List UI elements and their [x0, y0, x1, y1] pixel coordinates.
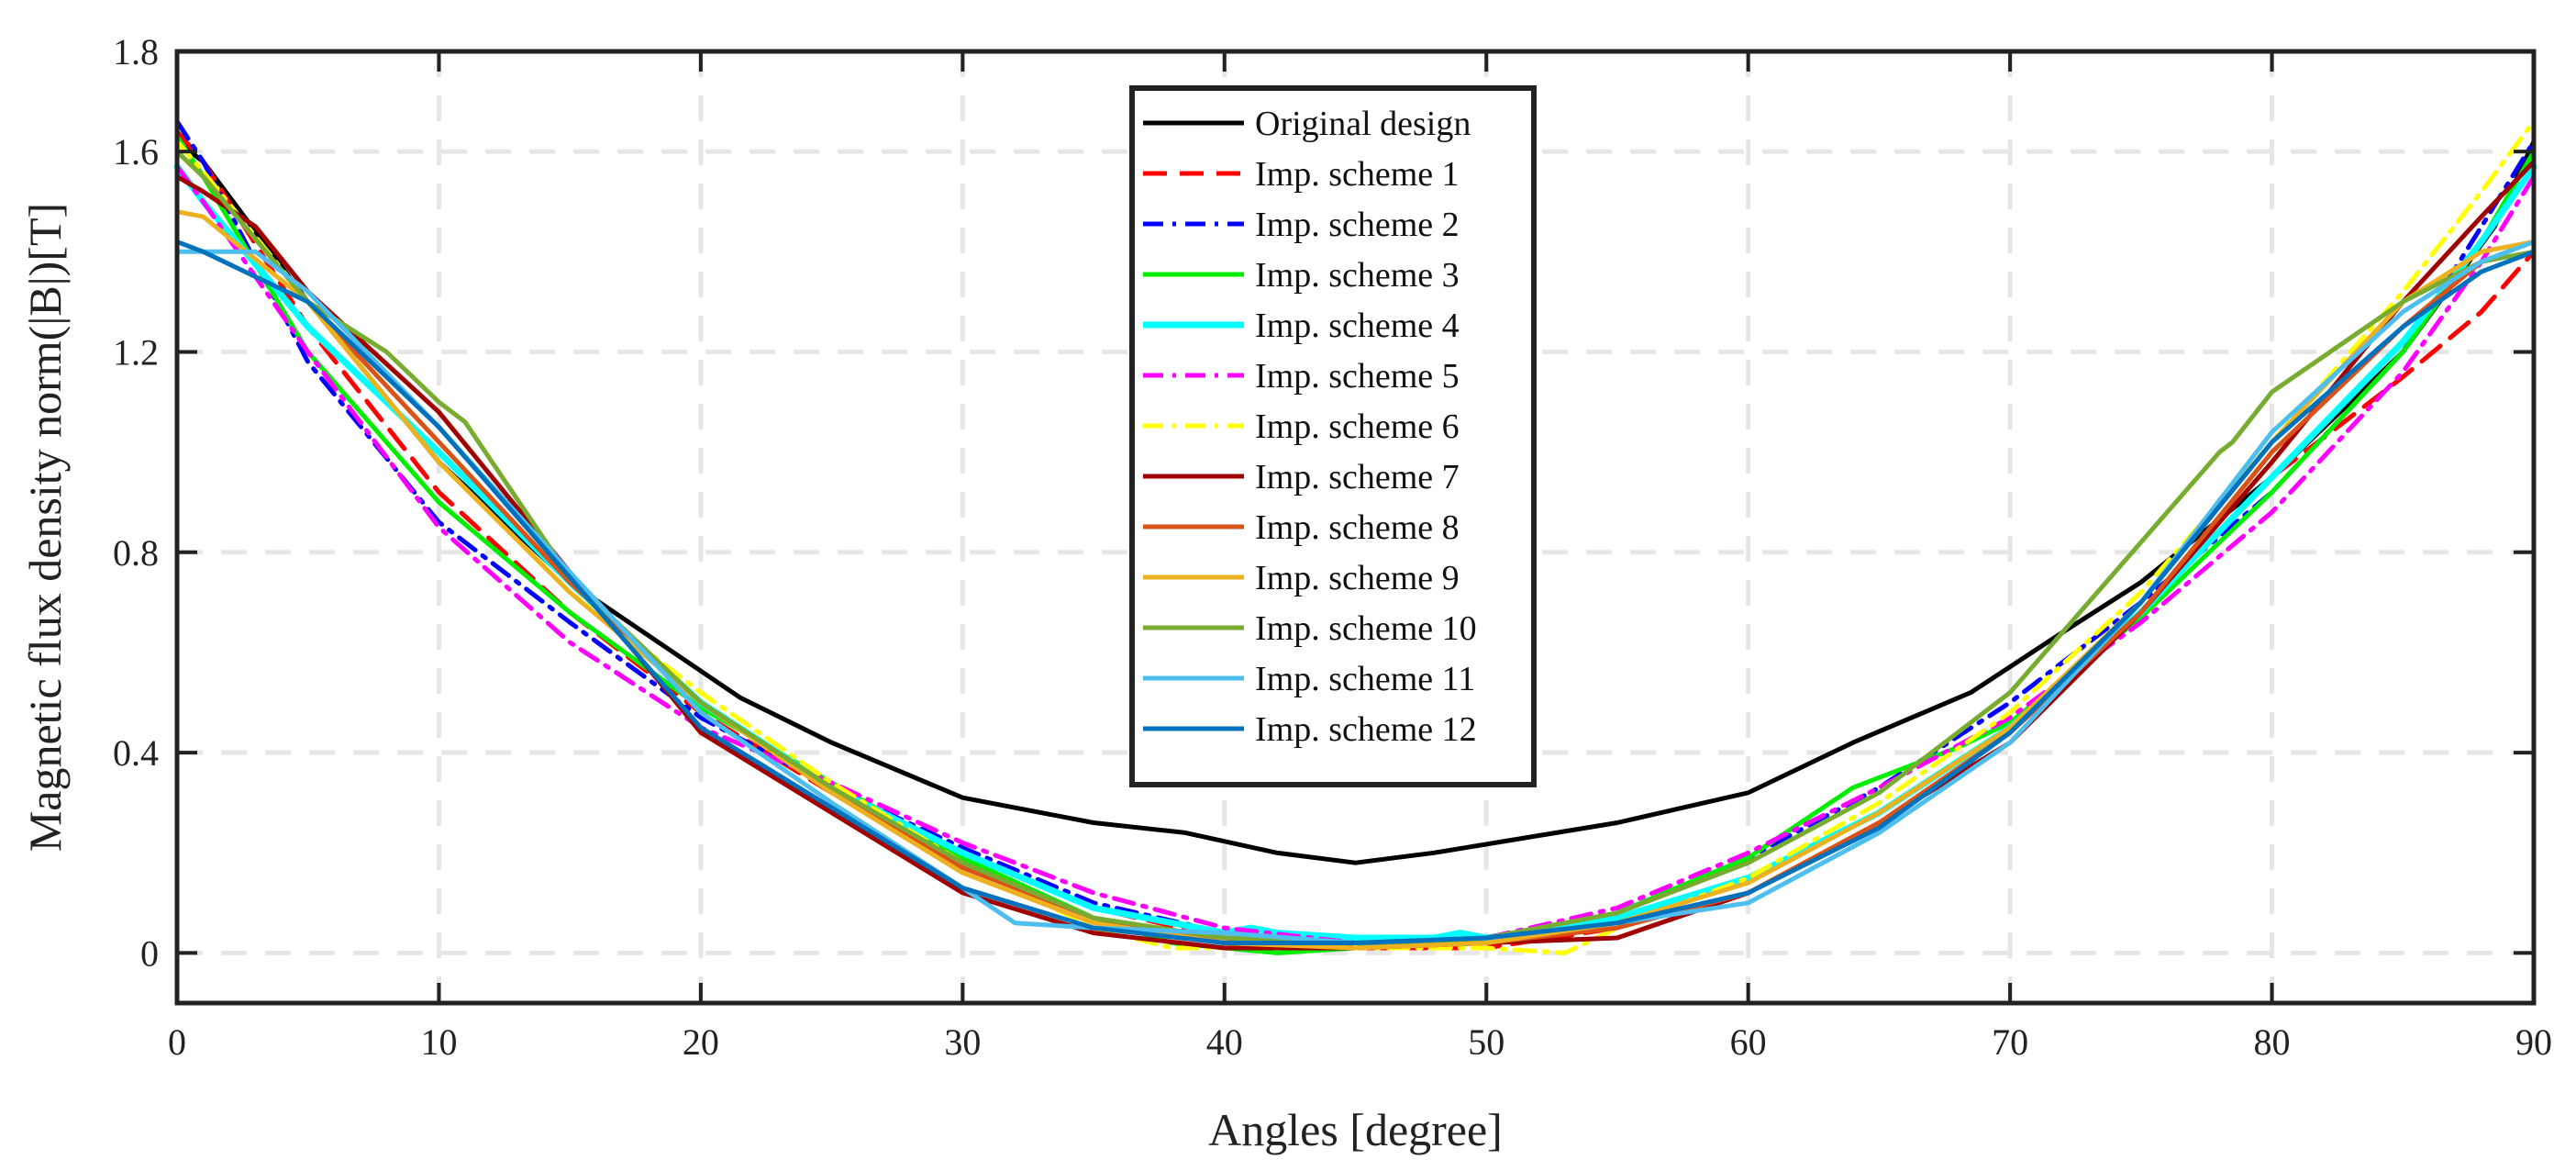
legend: Original design Imp. scheme 1 Imp. scheme …	[1129, 85, 1537, 787]
x-axis-title: Angles [degree]	[1208, 1104, 1503, 1155]
legend-label: Imp. scheme 10	[1255, 609, 1477, 648]
legend-label: Imp. scheme 12	[1255, 710, 1477, 749]
y-tick-label: 1.6	[113, 131, 159, 173]
y-tick-label: 0.8	[113, 532, 159, 574]
y-tick-label: 0.4	[113, 732, 159, 774]
x-tick-label: 40	[1206, 1021, 1243, 1063]
legend-label: Imp. scheme 5	[1255, 357, 1460, 396]
x-tick-label: 50	[1468, 1021, 1505, 1063]
legend-box	[1129, 85, 1537, 787]
x-tick-label: 10	[420, 1021, 457, 1063]
tick-marks	[175, 50, 2536, 1003]
x-tick-label: 20	[683, 1021, 719, 1063]
x-tick-label: 80	[2254, 1021, 2291, 1063]
series-line-scheme-7	[174, 159, 2537, 951]
legend-label: Imp. scheme 7	[1255, 458, 1460, 496]
legend-label: Imp. scheme 9	[1255, 559, 1460, 597]
legend-label: Imp. scheme 1	[1255, 155, 1460, 194]
legend-label: Imp. scheme 4	[1255, 307, 1460, 345]
y-axis-title: Magnetic flux density norm(|B|)[T]	[19, 203, 71, 852]
y-tick-label: 0	[140, 932, 159, 974]
x-tick-label: 90	[2515, 1021, 2552, 1063]
series-layer	[173, 118, 2537, 955]
x-tick-label: 60	[1730, 1021, 1767, 1063]
legend-label: Imp. scheme 3	[1255, 256, 1460, 295]
legend-label: Imp. scheme 11	[1255, 660, 1475, 698]
legend-label: Imp. scheme 8	[1255, 508, 1460, 547]
legend-label: Imp. scheme 2	[1255, 206, 1460, 244]
x-tick-label: 0	[168, 1021, 186, 1063]
legend-label: Imp. scheme 6	[1255, 407, 1460, 446]
legend-label: Original design	[1255, 105, 1471, 143]
y-tick-label: 1.2	[113, 331, 159, 373]
y-tick-label: 1.8	[113, 31, 159, 72]
tick-labels: 0 10 20 30 40 50 60 70 80 90 0 0.4 0.8 1.2 1.6 1.8	[113, 31, 2552, 1063]
x-tick-label: 30	[944, 1021, 981, 1063]
plot-frame	[174, 49, 2537, 1006]
series-line-scheme-12	[174, 239, 2537, 945]
x-tick-label: 70	[1992, 1021, 2028, 1063]
